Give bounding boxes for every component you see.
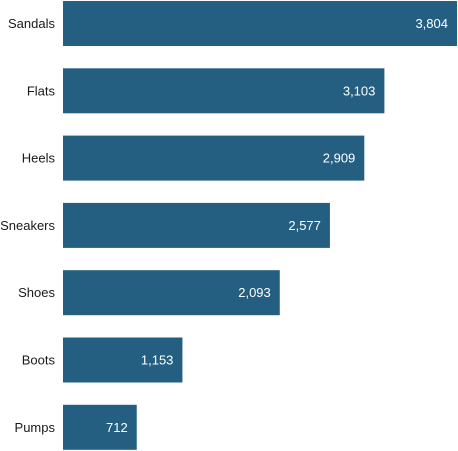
bar-shoes [63,270,280,316]
bar-pumps [63,404,137,450]
bar-flats [63,68,385,114]
bar-sandals [63,1,457,46]
value-label-sneakers: 2,577 [288,218,321,233]
category-label-sandals: Sandals [8,16,55,31]
labels-group: Sandals 3,804 Flats 3,103 Heels 2,909 Sneakers… [0,16,448,435]
bar-heels [63,135,365,181]
bar-sneakers [63,202,330,248]
value-label-heels: 2,909 [323,151,356,166]
bar-boots [63,337,183,383]
value-label-flats: 3,103 [343,83,376,98]
value-label-shoes: 2,093 [238,285,271,300]
value-label-sandals: 3,804 [415,16,448,31]
bars-group [63,1,457,450]
category-label-boots: Boots [22,353,56,368]
category-label-flats: Flats [27,83,56,98]
value-label-pumps: 712 [106,420,128,435]
category-label-heels: Heels [22,151,56,166]
value-label-boots: 1,153 [141,353,174,368]
category-label-pumps: Pumps [15,420,56,435]
category-label-shoes: Shoes [18,285,55,300]
category-label-sneakers: Sneakers [0,218,55,233]
